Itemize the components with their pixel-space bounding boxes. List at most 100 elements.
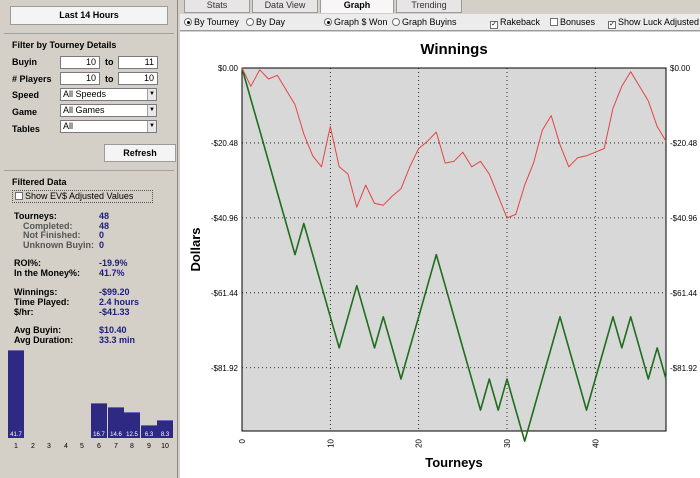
x-axis-title: Tourneys <box>425 455 483 470</box>
bonuses-option[interactable]: Bonuses <box>550 17 595 27</box>
tourneys-value: 48 <box>99 211 110 221</box>
y-tick-label-right: -$40.96 <box>670 214 698 223</box>
x-tick-label: 10 <box>326 438 335 447</box>
bonuses-label: Bonuses <box>560 17 596 27</box>
histogram-bar <box>141 425 157 438</box>
tab-bar: Stats Data View Graph Trending <box>180 0 700 13</box>
filtered-data-title: Filtered Data <box>12 177 67 187</box>
players-min-input[interactable]: 10 <box>60 72 100 85</box>
time-played-value: 2.4 hours <box>99 297 140 307</box>
chevron-down-icon[interactable]: ▼ <box>147 121 156 132</box>
speed-label: Speed <box>12 90 40 100</box>
x-tick-label: 40 <box>591 438 600 447</box>
histogram-position-label: 4 <box>64 443 68 450</box>
per-hour-label: $/hr: <box>14 307 34 317</box>
ev-adjusted-label: Show EV$ Adjusted Values <box>25 191 134 201</box>
game-select[interactable]: All Games ▼ <box>60 104 157 117</box>
histogram-position-label: 5 <box>80 443 84 450</box>
by-tourney-option[interactable]: By Tourney <box>184 17 239 27</box>
itm-value: 41.7% <box>99 268 125 278</box>
time-range-button[interactable]: Last 14 Hours <box>10 6 168 25</box>
histogram-bar-label: 41.7 <box>10 432 22 438</box>
by-day-option[interactable]: By Day <box>246 17 285 27</box>
histogram-position-label: 1 <box>14 443 18 450</box>
radio-selected-icon[interactable] <box>184 18 192 26</box>
histogram-position-label: 2 <box>31 443 35 450</box>
roi-value: -19.9% <box>99 258 128 268</box>
histogram-position-label: 8 <box>130 443 134 450</box>
not-finished-value: 0 <box>99 230 105 240</box>
tourneys-label: Tourneys: <box>14 211 57 221</box>
checkbox-icon[interactable] <box>15 192 23 200</box>
speed-select-value: All Speeds <box>63 89 107 99</box>
filter-section-title: Filter by Tourney Details <box>12 40 117 50</box>
by-day-label: By Day <box>256 17 286 27</box>
tab-stats[interactable]: Stats <box>184 0 250 13</box>
avg-duration-label: Avg Duration: <box>14 335 74 345</box>
divider <box>4 33 174 34</box>
y-tick-label-right: -$61.44 <box>670 289 698 298</box>
speed-select[interactable]: All Speeds ▼ <box>60 88 157 101</box>
checkbox-checked-icon[interactable]: ✓ <box>490 21 498 29</box>
chevron-down-icon[interactable]: ▼ <box>147 89 156 100</box>
completed-label: Completed: <box>23 221 73 231</box>
x-tick-label: 30 <box>503 438 512 447</box>
x-tick-label: 20 <box>415 438 424 447</box>
radio-icon[interactable] <box>246 18 254 26</box>
avg-buyin-label: Avg Buyin: <box>14 325 62 335</box>
avg-buyin-value: $10.40 <box>99 325 127 335</box>
luck-adjusted-label: Show Luck Adjusted <box>618 17 700 27</box>
time-played-label: Time Played: <box>14 297 70 307</box>
histogram-bar <box>8 350 24 438</box>
histogram-bar <box>157 420 173 438</box>
players-to-text: to <box>105 74 114 84</box>
rakeback-option[interactable]: ✓ Rakeback <box>490 17 540 29</box>
histogram-bar-label: 16.7 <box>93 432 105 438</box>
finish-position-histogram: 41.7 1 2 3 4 5 16.7 6 14.6 7 12.5 8 6.3 9 8.3 10 <box>8 348 176 450</box>
y-tick-label-right: $0.00 <box>670 64 691 73</box>
tables-select[interactable]: All ▼ <box>60 120 157 133</box>
y-tick-label-right: -$81.92 <box>670 364 698 373</box>
tab-data-view[interactable]: Data View <box>252 0 318 13</box>
luck-adjusted-option[interactable]: ✓ Show Luck Adjusted <box>608 17 699 29</box>
unknown-buyin-value: 0 <box>99 240 105 250</box>
avg-duration-value: 33.3 min <box>99 335 136 345</box>
graph-buyins-label: Graph Buyins <box>402 17 457 27</box>
players-label: # Players <box>12 74 52 84</box>
y-tick-label-left: -$40.96 <box>211 214 239 223</box>
histogram-position-label: 7 <box>114 443 118 450</box>
graph-won-option[interactable]: Graph $ Won <box>324 17 387 27</box>
histogram-bar-label: 14.6 <box>110 432 122 438</box>
tab-graph[interactable]: Graph <box>320 0 394 13</box>
buyin-max-input[interactable]: 11 <box>118 56 158 69</box>
by-tourney-label: By Tourney <box>194 17 239 27</box>
refresh-button[interactable]: Refresh <box>104 144 176 162</box>
players-max-input[interactable]: 10 <box>118 72 158 85</box>
histogram-bar-label: 12.5 <box>126 432 138 438</box>
rakeback-label: Rakeback <box>500 17 541 27</box>
checkbox-checked-icon[interactable]: ✓ <box>608 21 616 29</box>
y-tick-label-left: -$20.48 <box>211 139 239 148</box>
winnings-label: Winnings: <box>14 287 58 297</box>
series-line-green <box>241 67 667 443</box>
winnings-chart-panel: Winnings Tourneys Dollars $0.00 $0.00 -$20.48… <box>180 32 700 478</box>
completed-value: 48 <box>99 221 110 231</box>
y-tick-label-left: -$81.92 <box>211 364 239 373</box>
chevron-down-icon[interactable]: ▼ <box>147 105 156 116</box>
winnings-value: -$99.20 <box>99 287 130 297</box>
graph-buyins-option[interactable]: Graph Buyins <box>392 17 457 27</box>
histogram-bar <box>91 403 107 438</box>
histogram-bar-label: 8.3 <box>160 432 170 438</box>
checkbox-icon[interactable] <box>550 18 558 26</box>
ev-adjusted-checkbox[interactable]: Show EV$ Adjusted Values <box>12 190 153 203</box>
y-axis-title: Dollars <box>188 227 203 271</box>
y-tick-label-left: -$61.44 <box>211 289 239 298</box>
tab-trending[interactable]: Trending <box>396 0 462 13</box>
radio-selected-icon[interactable] <box>324 18 332 26</box>
buyin-to-text: to <box>105 57 114 67</box>
buyin-min-input[interactable]: 10 <box>60 56 100 69</box>
graph-won-label: Graph $ Won <box>334 17 388 27</box>
radio-icon[interactable] <box>392 18 400 26</box>
winnings-chart: Winnings Tourneys Dollars $0.00 $0.00 -$20.48… <box>188 41 698 470</box>
plot-area <box>241 67 667 432</box>
